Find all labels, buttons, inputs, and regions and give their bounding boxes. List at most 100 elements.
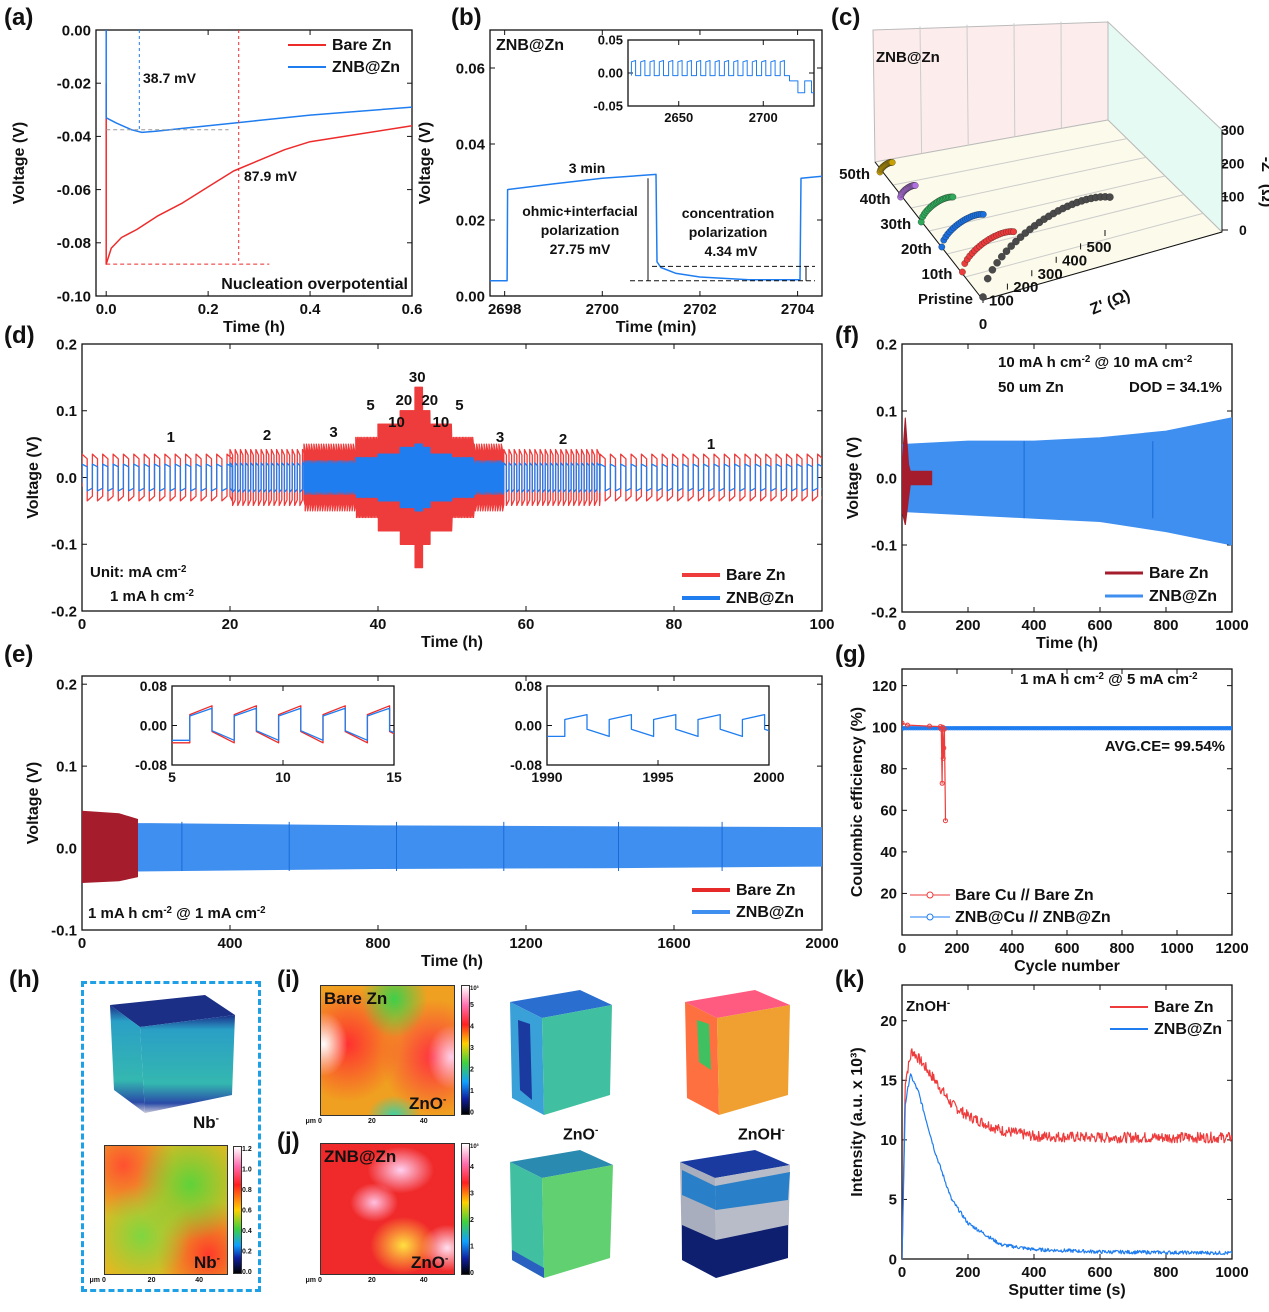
panel-b-inset: 2650 2700 0.05 0.00 -0.05 [593, 33, 815, 125]
grid-line [1013, 23, 1016, 137]
y-tick-label: -0.08 [135, 757, 167, 773]
bare-zn-colorbar [461, 985, 470, 1115]
annotation-duration: 3 min [569, 160, 606, 176]
znb-ce-marker [1179, 726, 1184, 731]
y-tick-label: 80 [880, 761, 897, 778]
x-tick-label: 200 [955, 617, 980, 634]
bare-ce-marker [939, 780, 945, 786]
x-tick-label: 100 [809, 616, 834, 633]
eis-point-20th [938, 243, 946, 251]
y-tick-label: -0.2 [871, 604, 897, 621]
rate-label: 1 [707, 436, 715, 453]
bare-ce-marker [942, 818, 948, 824]
znb-ce-marker [987, 726, 993, 731]
x-tick-label: 0 [78, 616, 86, 633]
y-tick-label: -0.06 [57, 182, 91, 199]
text-part: 1 mA h cm [1020, 671, 1095, 688]
series-line-bare [902, 722, 947, 821]
znb-ce-marker [1170, 726, 1175, 731]
eis-point-Pristine [988, 266, 997, 274]
znb-ce-marker [1033, 726, 1039, 731]
y-tick-label: 0.00 [598, 66, 623, 81]
znb-ce-marker [1066, 726, 1072, 731]
map-x-tick-label: 20 [368, 1277, 376, 1284]
y-tick-label: 5 [889, 1192, 897, 1209]
nb-distribution-box [81, 981, 261, 1292]
znb-ce-marker [1031, 726, 1037, 731]
rate-label: 20 [421, 392, 438, 409]
znb-ce-marker [1117, 726, 1122, 731]
x-tick-label: 800 [1153, 617, 1178, 634]
annotation-caption: Nucleation overpotential [221, 276, 408, 293]
x-axis-label: Time (h) [223, 319, 285, 336]
grid-line [964, 212, 1204, 278]
znb-ce-marker [963, 726, 968, 731]
znb-ce-marker [1176, 726, 1182, 731]
z-tick-label: 200 [1221, 155, 1245, 171]
znb-ce-marker [1132, 726, 1138, 731]
x-tick-label: 60 [518, 616, 535, 633]
znb-ce-marker [1227, 726, 1232, 731]
x-tick-label: 100 [989, 293, 1014, 310]
y-axis-label: Voltage (V) [25, 762, 42, 844]
znb-ce-marker [1027, 726, 1032, 731]
znb-ce-marker [1187, 726, 1193, 731]
znb-ce-marker [1014, 726, 1019, 731]
znb-ce-marker [1108, 726, 1114, 731]
eis-point-Pristine [998, 252, 1006, 261]
rate-label: 5 [455, 397, 463, 414]
znb-ce-marker [1198, 726, 1204, 731]
panel-e-axes: 0 400 800 1200 1600 2000 -0.1 0.0 0.1 0.2 Time (h)… [25, 675, 839, 970]
panel-b-label: ZNB@Zn [496, 37, 564, 54]
znb-ce-marker [1218, 726, 1224, 731]
x-tick-label: 1990 [531, 769, 562, 785]
znb-ce-marker [1016, 726, 1021, 731]
text-part: 1 mA h cm [88, 905, 163, 922]
eis-point-40th [911, 182, 919, 189]
nb-map-label: Nb- [194, 1253, 221, 1272]
znb-ce-marker [1082, 726, 1087, 731]
panel-label-h: (h) [9, 966, 40, 993]
colorbar-tick-label: 5 [470, 1002, 474, 1009]
colorbar-exponent: 10³ [470, 1143, 479, 1150]
znb-ce-marker [1216, 726, 1221, 731]
znb-zn-zno-map-image [320, 1143, 455, 1275]
bare-ce-marker [941, 726, 947, 732]
znb-ce-marker [1196, 726, 1202, 731]
bare-ce-marker [940, 755, 946, 761]
z-tick-label: 0 [1239, 222, 1247, 238]
znb-ce-marker [1205, 726, 1210, 731]
y-tick-label: -0.08 [57, 235, 91, 252]
y-tick-label: -0.02 [57, 75, 91, 92]
y-tick-label: -0.2 [51, 603, 77, 620]
x-tick-label: 1200 [509, 935, 542, 952]
annotation-conc-value: 4.34 mV [705, 243, 759, 259]
znb-ce-marker [957, 726, 962, 731]
znb-ce-marker [1128, 726, 1133, 731]
nb-colorbar [233, 1146, 242, 1274]
znb-ce-marker [1181, 726, 1186, 731]
nb-3d-cube-image [110, 995, 235, 1117]
znb-ce-marker [1040, 726, 1045, 731]
plot-frame [489, 29, 823, 297]
x-tick-label: 0 [898, 940, 906, 957]
grid-line [966, 24, 969, 146]
colorbar-tick-label: 0 [470, 1270, 474, 1277]
eis-point-Pristine [979, 293, 987, 301]
y-axis-label: Voltage (V) [417, 122, 434, 204]
znb-zn-map-species: ZnO- [411, 1253, 449, 1272]
znb-ce-marker [1055, 726, 1061, 731]
znb-ce-marker [913, 726, 918, 731]
y-tick-label: 0.2 [56, 676, 77, 693]
plot-frame [901, 984, 1233, 1260]
series-line-1 [902, 1073, 1232, 1259]
x-tick-label: 200 [944, 940, 969, 957]
y-axis-label: Voltage (V) [25, 436, 42, 518]
x-tick-label: 500 [1086, 239, 1111, 256]
panel-label-c: (c) [831, 4, 861, 31]
y-tick-label: 40 [880, 844, 897, 861]
note-capacity: 1 mA h cm-2 [110, 588, 195, 606]
znb-zn-map-title: ZNB@Zn [324, 1147, 397, 1166]
z-tick-label: 300 [1221, 122, 1245, 138]
